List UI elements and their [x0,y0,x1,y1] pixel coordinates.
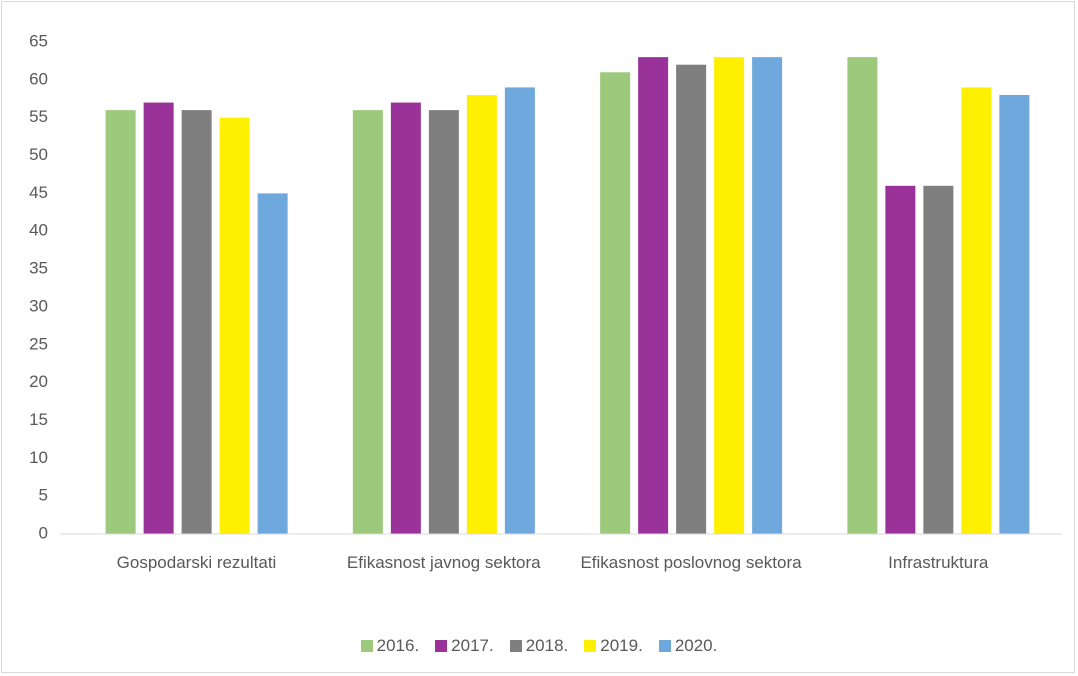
bar [885,185,916,535]
legend-label: 2017. [451,636,494,655]
bar [143,102,174,535]
bar [181,110,212,534]
bar [257,193,288,534]
y-tick-label: 50 [29,145,48,164]
bar [466,94,497,534]
legend-swatch [435,640,448,652]
legend-item: 2019. [584,636,643,656]
bar [961,87,992,535]
x-tick-label: Infrastruktura [888,553,989,572]
legend-label: 2016. [376,636,420,655]
bar [504,87,535,535]
legend-label: 2018. [525,636,569,655]
y-tick-label: 0 [39,523,48,542]
y-tick-label: 60 [29,69,48,88]
y-tick-label: 25 [29,334,48,353]
x-tick-label: Efikasnost javnog sektora [346,553,541,572]
legend-item: 2016. [360,636,420,656]
legend-label: 2020. [674,636,718,655]
y-tick-label: 65 [29,31,48,50]
bar [219,117,250,534]
y-tick-label: 10 [29,448,48,467]
legend-item: 2017. [435,636,494,656]
y-tick-label: 20 [29,372,48,391]
y-tick-label: 15 [29,410,48,429]
y-tick-label: 55 [29,107,48,126]
legend: 2016. 2017. 2018. 2019. 2020. [0,636,1078,656]
bar [352,110,383,534]
x-tick-label: Gospodarski rezultati [116,553,277,572]
bar [999,94,1030,534]
legend-swatch [584,640,597,652]
bar [428,110,459,534]
legend-item: 2018. [509,636,569,656]
legend-swatch [360,640,373,652]
y-tick-label: 40 [29,221,48,240]
bar [600,72,631,535]
legend-item: 2020. [658,636,718,656]
y-tick-label: 30 [29,296,48,315]
bar [105,110,136,534]
x-tick-label: Efikasnost poslovnog sektora [580,553,802,572]
legend-label: 2019. [600,636,643,655]
y-tick-label: 45 [29,183,48,202]
bar [923,185,954,535]
bar [752,57,783,535]
legend-swatch [658,640,671,652]
bar [390,102,421,535]
bar [676,64,707,534]
bar [638,57,669,535]
legend-swatch [509,640,522,652]
y-tick-label: 35 [29,259,48,278]
bar [714,57,745,535]
y-tick-label: 5 [39,486,48,505]
bar [847,57,878,535]
